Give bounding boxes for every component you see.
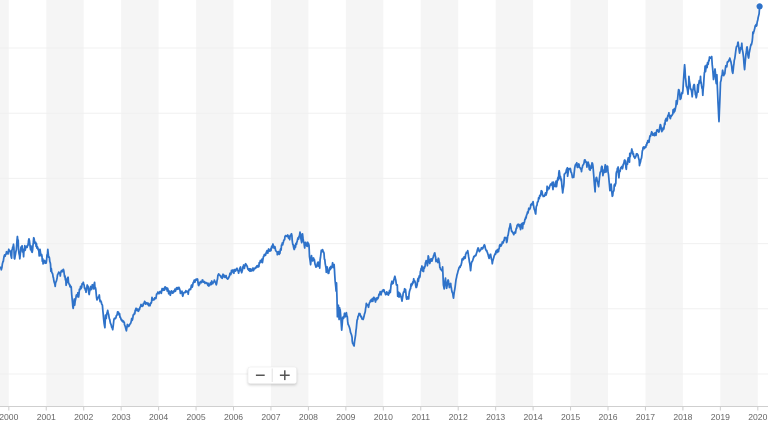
svg-text:2005: 2005: [186, 412, 205, 422]
svg-text:2010: 2010: [374, 412, 393, 422]
svg-text:2017: 2017: [636, 412, 655, 422]
svg-text:2007: 2007: [261, 412, 280, 422]
svg-text:2016: 2016: [598, 412, 617, 422]
svg-text:2000: 2000: [0, 412, 19, 422]
svg-text:2003: 2003: [112, 412, 131, 422]
svg-text:2001: 2001: [37, 412, 56, 422]
svg-text:2011: 2011: [412, 412, 431, 422]
svg-text:2002: 2002: [74, 412, 93, 422]
svg-text:2015: 2015: [561, 412, 580, 422]
svg-text:2006: 2006: [224, 412, 243, 422]
svg-text:2004: 2004: [149, 412, 168, 422]
svg-text:2012: 2012: [449, 412, 468, 422]
svg-text:2014: 2014: [524, 412, 543, 422]
svg-text:2019: 2019: [711, 412, 730, 422]
svg-text:2020: 2020: [748, 412, 767, 422]
svg-text:2018: 2018: [673, 412, 692, 422]
svg-text:2008: 2008: [299, 412, 318, 422]
svg-text:2013: 2013: [486, 412, 505, 422]
svg-text:2009: 2009: [336, 412, 355, 422]
